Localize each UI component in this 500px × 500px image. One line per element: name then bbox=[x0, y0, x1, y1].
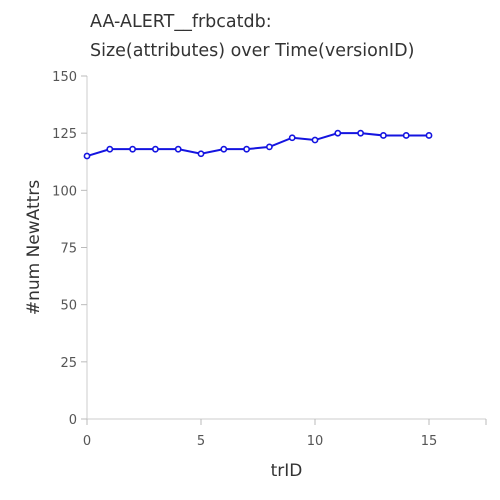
x-tick-label: 15 bbox=[421, 434, 438, 449]
y-tick-label: 50 bbox=[60, 299, 77, 314]
data-point bbox=[379, 132, 387, 139]
data-point bbox=[174, 145, 182, 153]
data-point bbox=[197, 150, 205, 158]
y-tick-label: 25 bbox=[60, 356, 77, 371]
data-point bbox=[334, 129, 342, 137]
data-point bbox=[425, 132, 433, 139]
x-axis-title: trID bbox=[271, 461, 303, 481]
series-line bbox=[86, 132, 429, 157]
data-point bbox=[220, 145, 228, 153]
data-point bbox=[151, 145, 159, 153]
y-tick-label: 0 bbox=[69, 413, 77, 428]
data-point bbox=[311, 136, 319, 144]
data-point bbox=[265, 143, 273, 151]
data-point bbox=[83, 152, 91, 160]
y-tick-label: 150 bbox=[52, 70, 77, 85]
y-tick-label: 75 bbox=[60, 242, 77, 257]
x-tick-label: 5 bbox=[197, 434, 205, 449]
data-point bbox=[357, 129, 364, 137]
data-point bbox=[402, 132, 410, 139]
x-tick-label: 10 bbox=[307, 434, 324, 449]
y-axis-title: #num NewAttrs bbox=[24, 180, 44, 315]
y-tick-label: 100 bbox=[52, 184, 77, 199]
data-point bbox=[243, 145, 250, 153]
data-point bbox=[288, 134, 296, 142]
chart-title: AA-ALERT__frbcatdb: bbox=[90, 12, 272, 32]
data-point bbox=[106, 145, 114, 153]
data-point bbox=[129, 145, 136, 153]
x-tick-label: 0 bbox=[83, 434, 91, 449]
chart-title-block: AA-ALERT__frbcatdb: Size(attributes) ove… bbox=[90, 8, 414, 66]
chart-subtitle: Size(attributes) over Time(versionID) bbox=[90, 41, 415, 61]
y-tick-label: 125 bbox=[52, 127, 77, 142]
